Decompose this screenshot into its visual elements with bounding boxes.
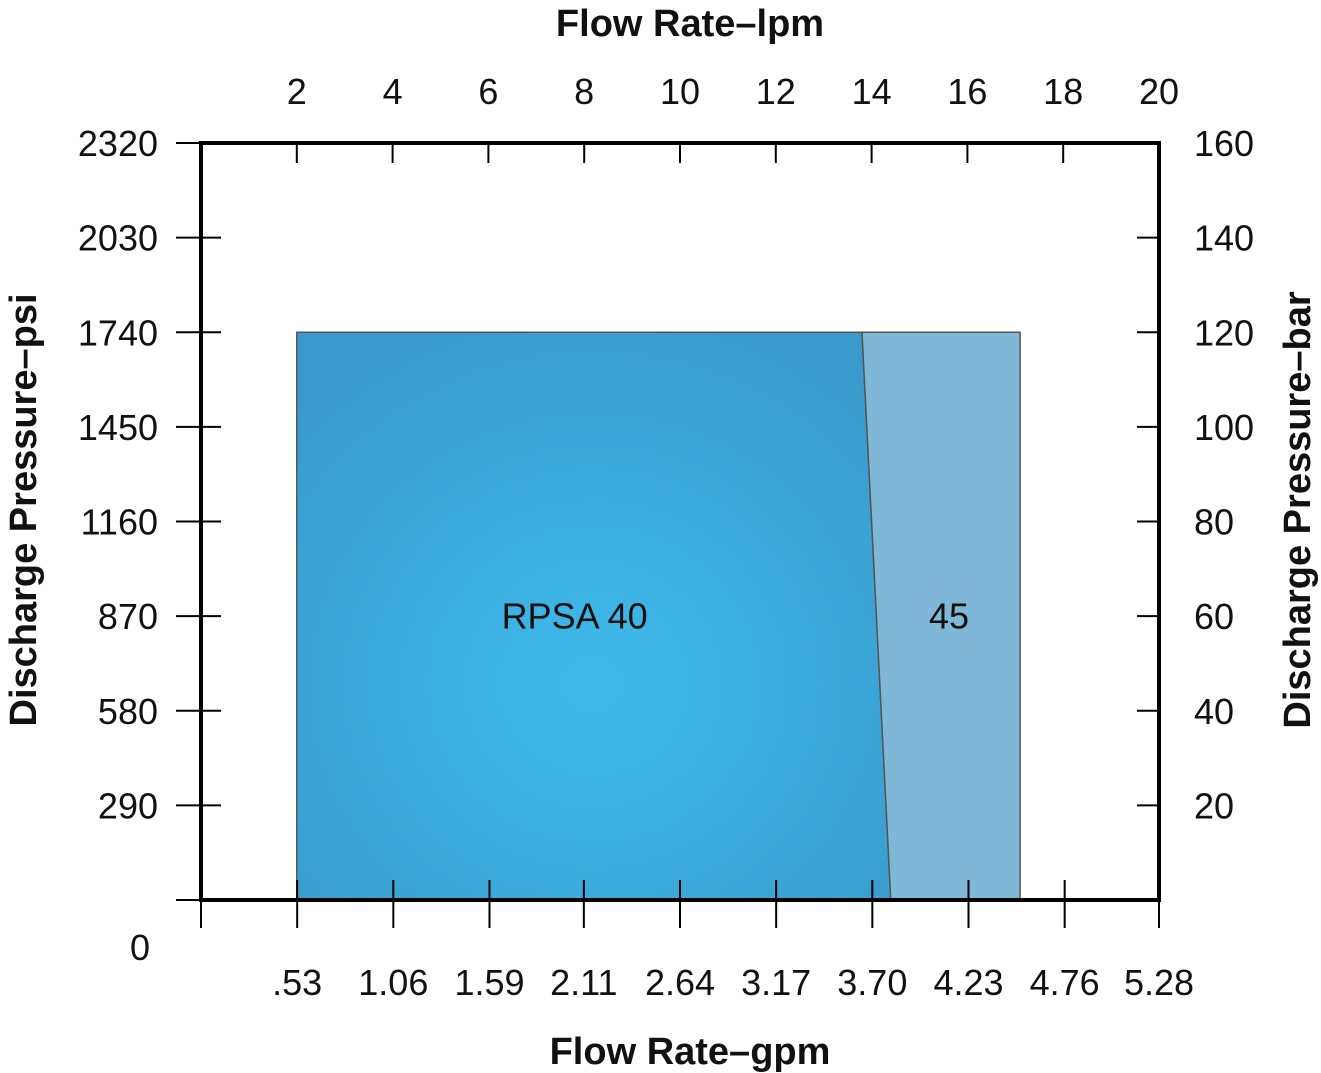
- y-left-tick-label: 1160: [81, 502, 158, 543]
- x-bottom-tick-label: 4.76: [1030, 962, 1100, 1003]
- y-right-tick-label: 120: [1194, 312, 1254, 353]
- performance-regions: [296, 331, 1021, 901]
- x-bottom-tick-label: 1.06: [358, 962, 428, 1003]
- axis-tick-labels: 2 4 6 8 10 12 14 16 18 20 .53 1.06 1.59 2.11 2.64 3.17 3…: [78, 71, 1254, 1003]
- x-top-tick-label: 6: [478, 71, 498, 112]
- y-right-axis-title: Discharge Pressure–bar: [1277, 291, 1319, 728]
- x-bottom-tick-label: 2.11: [550, 962, 617, 1003]
- region-label: RPSA 40: [502, 596, 648, 637]
- y-right-tick-label: 140: [1194, 218, 1254, 259]
- x-top-axis-title: Flow Rate–lpm: [556, 3, 824, 45]
- x-top-tick-label: 20: [1139, 71, 1179, 112]
- y-left-tick-label: 1450: [78, 407, 158, 448]
- y-right-tick-label: 80: [1194, 502, 1234, 543]
- x-top-tick-label: 18: [1043, 71, 1083, 112]
- y-right-tick-label: 40: [1194, 691, 1234, 732]
- x-top-tick-label: 10: [660, 71, 700, 112]
- x-top-tick-label: 16: [947, 71, 987, 112]
- x-top-tick-label: 4: [383, 71, 403, 112]
- y-left-axis-title: Discharge Pressure–psi: [3, 293, 45, 726]
- y-left-tick-label: 0: [130, 927, 150, 968]
- y-left-tick-label: 1740: [78, 312, 158, 353]
- x-bottom-tick-label: 2.64: [645, 962, 715, 1003]
- y-left-tick-label: 2320: [78, 123, 158, 164]
- region-labels: RPSA 40 45: [502, 596, 970, 637]
- x-top-tick-label: 14: [852, 71, 892, 112]
- x-bottom-tick-label: 5.28: [1124, 962, 1194, 1003]
- x-bottom-tick-label: 1.59: [454, 962, 524, 1003]
- x-bottom-tick-label: 3.70: [837, 962, 907, 1003]
- y-left-tick-label: 870: [98, 596, 158, 637]
- y-right-tick-label: 60: [1194, 596, 1234, 637]
- y-left-tick-label: 580: [98, 691, 158, 732]
- region-label: 45: [929, 596, 969, 637]
- axis-ticks: [176, 142, 1160, 928]
- x-top-tick-label: 12: [756, 71, 796, 112]
- x-bottom-tick-label: 4.23: [933, 962, 1003, 1003]
- y-left-tick-label: 290: [98, 785, 158, 826]
- x-bottom-tick-label: .53: [272, 962, 322, 1003]
- y-left-tick-label: 2030: [78, 218, 158, 259]
- y-right-tick-label: 20: [1194, 785, 1234, 826]
- y-right-tick-label: 100: [1194, 407, 1254, 448]
- x-top-tick-label: 8: [574, 71, 594, 112]
- x-bottom-tick-label: 3.17: [741, 962, 811, 1003]
- y-right-tick-label: 160: [1194, 123, 1254, 164]
- x-bottom-axis-title: Flow Rate–gpm: [550, 1031, 831, 1073]
- x-top-tick-label: 2: [287, 71, 307, 112]
